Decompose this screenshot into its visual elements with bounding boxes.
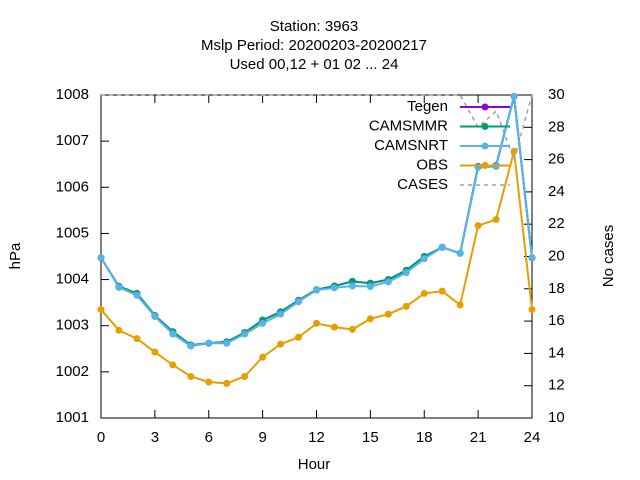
point (241, 330, 249, 338)
y2-tick-label: 12 (548, 377, 565, 394)
point (169, 330, 177, 338)
point (205, 339, 213, 347)
point (133, 291, 141, 299)
x-tick-label: 18 (416, 429, 433, 446)
point (313, 286, 320, 294)
point (456, 301, 464, 309)
y2-tick-label: 24 (548, 183, 565, 200)
point (277, 340, 285, 348)
legend-marker (481, 123, 489, 130)
legend-marker (481, 142, 489, 150)
point (187, 372, 195, 380)
y-axis-label: hPa (7, 242, 24, 269)
y-tick-label: 1004 (56, 271, 89, 288)
point (97, 254, 105, 262)
point (277, 310, 285, 318)
legend-label: Tegen (407, 98, 448, 115)
y2-tick-label: 10 (548, 409, 565, 426)
y2-tick-label: 22 (548, 215, 565, 232)
point (474, 222, 482, 230)
point (528, 254, 536, 262)
point (187, 342, 195, 350)
y-tick-label: 1006 (56, 178, 89, 195)
x-tick-label: 21 (470, 429, 487, 446)
x-tick-label: 6 (205, 429, 213, 446)
y-tick-label: 1005 (56, 224, 89, 241)
point (151, 348, 159, 356)
point (420, 289, 428, 297)
point (510, 92, 518, 100)
point (456, 249, 464, 257)
point (438, 243, 446, 251)
point (528, 306, 536, 314)
y-tick-label: 1001 (56, 409, 89, 426)
point (438, 287, 446, 295)
point (259, 319, 267, 327)
point (295, 333, 303, 341)
y2-tick-label: 16 (548, 312, 565, 329)
point (133, 335, 141, 343)
x-tick-label: 15 (362, 429, 379, 446)
legend-label: CASES (397, 176, 448, 193)
point (223, 339, 231, 347)
x-axis-label: Hour (298, 456, 331, 473)
y2-tick-label: 30 (548, 86, 565, 103)
y2-tick-label: 28 (548, 118, 565, 135)
chart-title: Station: 3963 (270, 18, 358, 35)
point (259, 353, 267, 361)
point (115, 283, 123, 291)
x-tick-label: 3 (151, 429, 159, 446)
point (97, 306, 105, 314)
point (384, 310, 392, 318)
x-tick-label: 12 (308, 429, 325, 446)
x-tick-label: 0 (97, 429, 105, 446)
point (420, 255, 428, 263)
chart-title: Mslp Period: 20200203-20200217 (201, 37, 427, 54)
y2-tick-label: 14 (548, 344, 565, 361)
y-tick-label: 1003 (56, 317, 89, 334)
point (223, 379, 231, 387)
point (241, 372, 249, 380)
legend-label: OBS (416, 156, 448, 173)
point (205, 378, 213, 386)
legend-marker (481, 103, 489, 111)
legend-label: CAMSMMR (369, 117, 448, 134)
point (330, 323, 338, 331)
x-tick-label: 24 (524, 429, 541, 446)
x-tick-label: 9 (258, 429, 266, 446)
y2-tick-label: 26 (548, 151, 565, 168)
point (402, 302, 410, 310)
point (492, 163, 500, 171)
point (330, 284, 338, 292)
y-tick-label: 1007 (56, 132, 89, 149)
point (115, 326, 123, 334)
point (169, 361, 177, 369)
point (151, 312, 159, 320)
y-tick-label: 1008 (56, 86, 89, 103)
point (313, 319, 320, 327)
point (492, 216, 500, 224)
y-tick-label: 1002 (56, 363, 89, 380)
chart-title: Used 00,12 + 01 02 ... 24 (230, 56, 399, 73)
point (348, 282, 356, 290)
legend-marker (481, 162, 489, 169)
point (348, 325, 356, 333)
point (295, 298, 303, 306)
y2-tick-label: 18 (548, 280, 565, 297)
point (384, 278, 392, 286)
point (402, 269, 410, 277)
legend-label: CAMSNRT (374, 137, 448, 154)
y2-tick-label: 20 (548, 247, 565, 264)
point (366, 282, 374, 290)
y2-axis-label: No cases (600, 225, 617, 288)
point (366, 315, 374, 323)
